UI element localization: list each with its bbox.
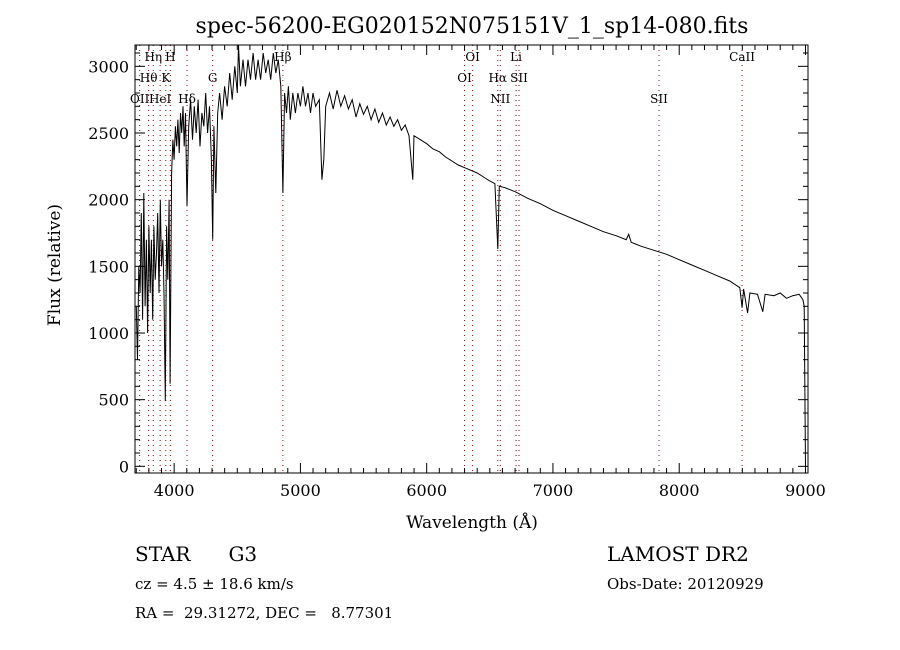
- line-label: Hα: [488, 71, 507, 85]
- y-tick-label: 1500: [88, 257, 129, 276]
- chart-title: spec-56200-EG020152N075151V_1_sp14-080.f…: [196, 14, 749, 39]
- y-tick-label: 500: [98, 391, 129, 410]
- line-label: Hβ: [274, 50, 291, 64]
- line-label: Hδ: [178, 92, 196, 106]
- line-label: G: [208, 71, 218, 85]
- line-label: OI: [465, 50, 480, 64]
- line-label: OII: [130, 92, 150, 106]
- object-class: STAR G3: [135, 542, 257, 566]
- line-label: HeI: [149, 92, 172, 106]
- line-label: Li: [510, 50, 522, 64]
- series-group: [135, 44, 806, 467]
- survey-label: LAMOST DR2: [607, 542, 749, 566]
- subclass-label: G3: [228, 542, 258, 566]
- line-label: NII: [490, 92, 510, 106]
- x-tick-label: 9000: [785, 481, 826, 500]
- obs-date-text: Obs-Date: 20120929: [607, 575, 764, 593]
- x-tick-label: 5000: [280, 481, 321, 500]
- x-tick-label: 6000: [406, 481, 447, 500]
- x-tick-label: 7000: [533, 481, 574, 500]
- line-label: H: [165, 50, 175, 64]
- line-label: Hθ: [140, 71, 158, 85]
- y-tick-label: 2500: [88, 124, 129, 143]
- axis-ticks: 4000 5000 6000 7000 8000 9000 0 500 1000 1500 2000…: [88, 45, 826, 500]
- x-tick-label: 4000: [154, 481, 195, 500]
- class-label: STAR: [135, 542, 191, 566]
- line-markers: OII Hη H Hθ K HeI Hδ G Hβ OI OI Hα NII Li SII SII CaII: [130, 45, 755, 473]
- line-label: SII: [650, 92, 668, 106]
- line-label: K: [161, 71, 171, 85]
- y-tick-label: 1000: [88, 324, 129, 343]
- plot-frame: [134, 44, 809, 474]
- spectrum-line: [135, 44, 806, 467]
- y-tick-label: 3000: [88, 57, 129, 76]
- line-label: Hη: [144, 50, 162, 64]
- y-axis-label: Flux (relative): [45, 204, 65, 326]
- line-label: OI: [457, 71, 472, 85]
- x-axis-label: Wavelength (Å): [406, 512, 538, 533]
- x-tick-label: 8000: [659, 481, 700, 500]
- coordinates-text: RA = 29.31272, DEC = 8.77301: [135, 604, 394, 622]
- y-tick-label: 0: [119, 457, 129, 476]
- y-tick-label: 2000: [88, 191, 129, 210]
- line-label: SII: [510, 71, 528, 85]
- line-label: CaII: [729, 50, 755, 64]
- redshift-text: cz = 4.5 ± 18.6 km/s: [135, 575, 294, 593]
